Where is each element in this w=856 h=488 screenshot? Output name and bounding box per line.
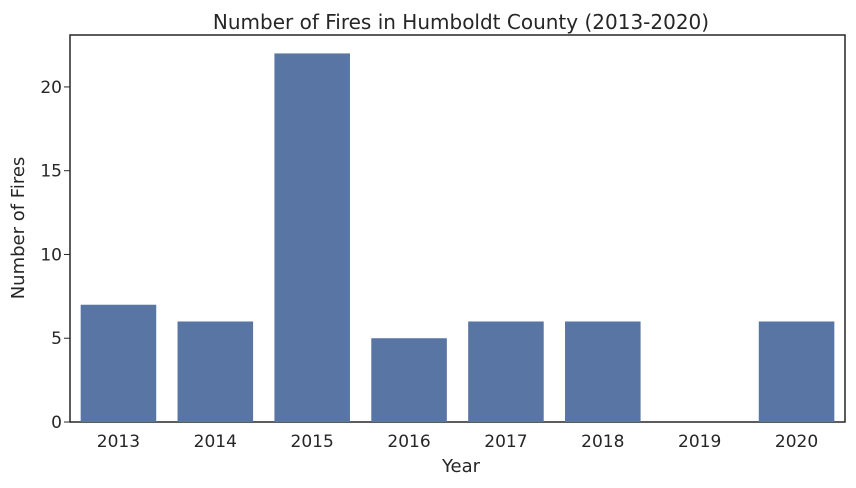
x-axis-ticks: 2013 2014 2015 2016 2017 2018 2019 2020 xyxy=(97,432,818,452)
bar-2014 xyxy=(177,321,254,422)
x-tick-label-2019: 2019 xyxy=(678,432,721,452)
x-tick-label-2016: 2016 xyxy=(387,432,430,452)
y-tick-label-10: 10 xyxy=(40,245,62,265)
y-axis-ticks: 0 5 10 15 20 xyxy=(40,78,70,433)
x-tick-label-2018: 2018 xyxy=(581,432,624,452)
plot-frame xyxy=(69,34,846,423)
y-axis-label: Number of Fires xyxy=(8,157,29,300)
y-tick-label-20: 20 xyxy=(40,78,62,98)
x-tick-label-2015: 2015 xyxy=(291,432,334,452)
x-tick-label-2014: 2014 xyxy=(194,432,237,452)
bar-2017 xyxy=(468,321,544,422)
y-tick-label-0: 0 xyxy=(51,413,62,433)
bar-2018 xyxy=(565,321,641,422)
x-tick-label-2020: 2020 xyxy=(775,432,818,452)
bars-layer xyxy=(80,53,835,423)
y-tick-label-15: 15 xyxy=(40,162,62,182)
y-tick-label-5: 5 xyxy=(51,329,62,349)
bar-2016 xyxy=(371,338,447,422)
chart-title: Number of Fires in Humboldt County (2013… xyxy=(213,10,709,34)
x-axis-label: Year xyxy=(441,456,481,477)
bar-2020 xyxy=(758,321,835,422)
bar-2013 xyxy=(80,304,157,422)
x-tick-label-2017: 2017 xyxy=(484,432,527,452)
bar-2015 xyxy=(274,53,350,423)
x-tick-label-2013: 2013 xyxy=(97,432,140,452)
